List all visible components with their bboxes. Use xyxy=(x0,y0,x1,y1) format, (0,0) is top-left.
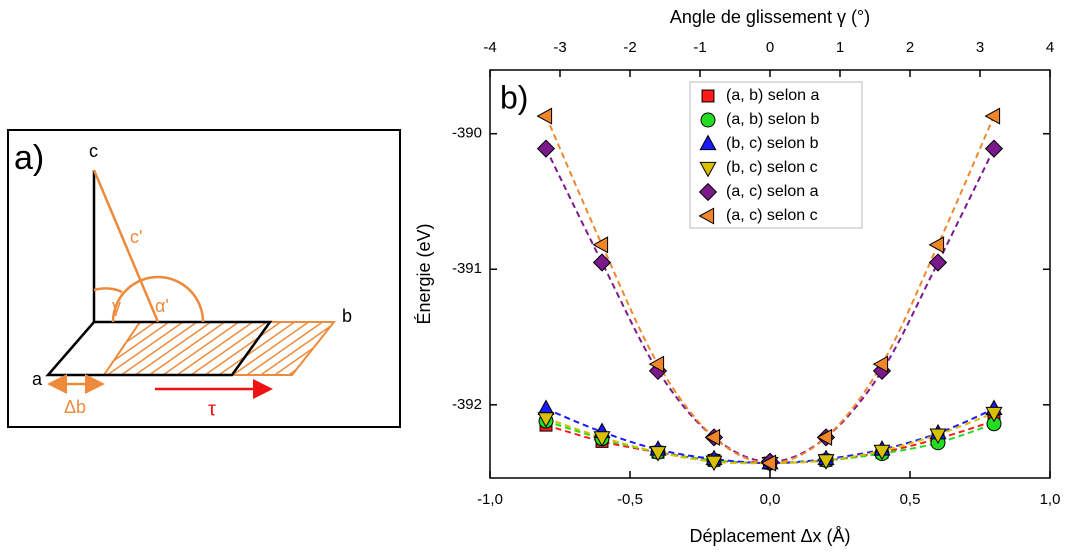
legend-label: (a, c) selon c xyxy=(726,207,818,224)
legend-label: (b, c) selon b xyxy=(726,135,819,152)
x2-tick-label: 2 xyxy=(906,39,914,56)
label-gamma: γ xyxy=(112,296,121,316)
legend-marker xyxy=(699,161,717,178)
legend-label: (a, b) selon a xyxy=(726,87,819,104)
label-a: a xyxy=(32,369,43,389)
x-axis-title: Déplacement Δx (Å) xyxy=(689,526,850,546)
label-alpha-prime: α' xyxy=(155,296,169,316)
y-tick-label: -391 xyxy=(452,260,482,277)
legend-box xyxy=(689,81,863,229)
chart: -1,0 -0,5 0,0 0,5 1,0 -4 -3 -2 -1 0 1 2 3 4 -392 -391 -3… xyxy=(414,7,1061,546)
legend-marker xyxy=(698,182,718,202)
y-tick-label: -392 xyxy=(452,396,482,413)
sheared-plane xyxy=(102,321,337,376)
x-tick-label: 1,0 xyxy=(1040,491,1061,508)
fit-line xyxy=(545,412,995,465)
legend: (a, b) selon a (a, b) selon b (b, c) selon… xyxy=(689,81,863,229)
legend-marker xyxy=(700,112,716,128)
x-tick-label: -0,5 xyxy=(617,491,643,508)
x2-tick-label: 3 xyxy=(976,39,984,56)
y-tick-label: -390 xyxy=(452,125,482,142)
legend-marker xyxy=(701,89,715,103)
gamma-arc xyxy=(93,287,123,294)
data-point xyxy=(985,406,1003,423)
label-delta-b: Δb xyxy=(64,397,86,417)
data-point xyxy=(592,253,612,272)
panel-label: a) xyxy=(14,139,44,177)
label-c-prime: c' xyxy=(130,227,142,247)
data-point xyxy=(928,236,945,254)
x2-tick-label: 1 xyxy=(836,39,844,56)
panel-label: b) xyxy=(500,79,528,115)
x2-tick-label: -3 xyxy=(553,39,566,56)
data-point xyxy=(760,454,777,472)
data-point xyxy=(537,412,555,428)
x-tick-label: 0,0 xyxy=(760,491,781,508)
fit-line xyxy=(545,420,995,465)
data-point xyxy=(705,455,723,472)
x-tick-label: -1,0 xyxy=(477,491,503,508)
x2-tick-label: -4 xyxy=(483,39,496,56)
legend-marker xyxy=(699,134,717,151)
legend-marker xyxy=(698,207,715,225)
fit-line xyxy=(545,115,995,465)
data-point xyxy=(984,107,1001,125)
x2-tick-label: 0 xyxy=(766,39,774,56)
x-tick-label: 0,5 xyxy=(900,491,921,508)
data-point xyxy=(873,444,891,461)
label-c: c xyxy=(89,141,98,161)
label-b: b xyxy=(342,306,352,326)
legend-label: (b, c) selon c xyxy=(726,159,818,176)
label-tau: τ xyxy=(208,398,216,420)
diagram-frame xyxy=(7,129,401,428)
x2-tick-label: -2 xyxy=(623,39,636,56)
data-point xyxy=(928,253,948,272)
fit-line xyxy=(545,420,995,465)
base-plane xyxy=(45,320,273,377)
data-point xyxy=(984,139,1004,158)
data-point xyxy=(536,107,553,125)
x2-tick-label: -1 xyxy=(693,39,706,56)
y-axis-title: Énergie (eV) xyxy=(414,223,434,324)
fit-line xyxy=(545,148,995,463)
x2-axis-title: Angle de glissement γ (°) xyxy=(670,7,870,27)
data-point xyxy=(536,139,556,158)
data-point xyxy=(593,431,611,447)
data-point xyxy=(817,454,835,470)
data-point xyxy=(872,355,889,373)
diagram: a) c c' γ α' b a Δb τ xyxy=(7,129,401,428)
data-point xyxy=(816,428,833,446)
legend-label: (a, b) selon b xyxy=(726,111,819,128)
data-point xyxy=(929,428,947,445)
data-point xyxy=(704,428,721,446)
data-point xyxy=(648,355,665,373)
data-point xyxy=(592,236,609,254)
alpha-arc xyxy=(111,275,205,323)
data-point xyxy=(649,446,667,462)
legend-label: (a, c) selon a xyxy=(726,183,819,200)
c-prime-axis xyxy=(92,169,160,323)
x2-tick-label: 4 xyxy=(1046,39,1054,56)
